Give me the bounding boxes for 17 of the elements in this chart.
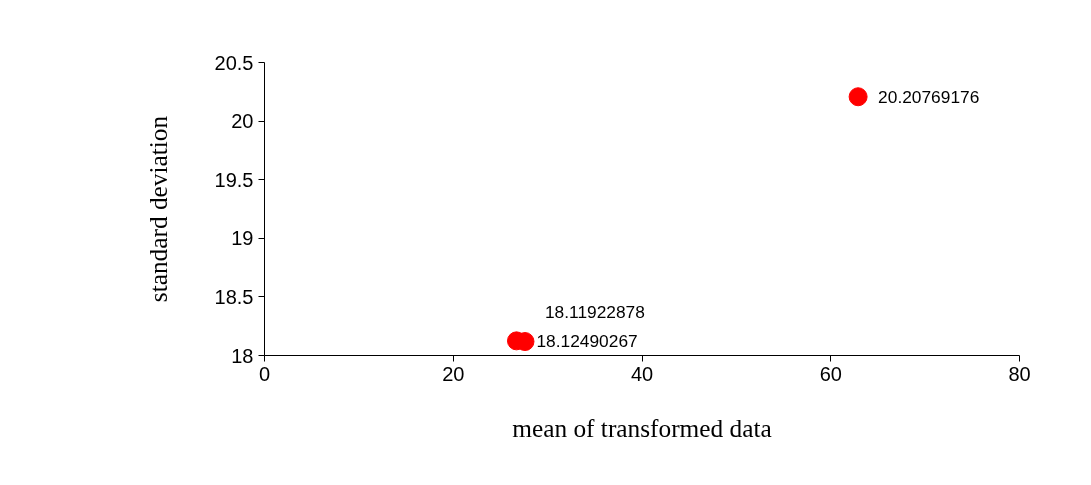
y-tick-label: 19 [231,227,254,250]
x-tick-label: 80 [1008,362,1031,385]
y-axis-title: standard deviation [143,115,172,303]
x-tick-label: 20 [442,362,465,385]
x-tick-label: 40 [630,362,654,385]
x-axis-title: mean of transformed data [512,413,772,442]
x-tick-label: 0 [258,362,271,385]
y-tick-label: 20.5 [214,51,254,74]
data-label: 18.11922878 [544,301,645,322]
data-label: 20.20769176 [878,86,980,107]
y-tick-label: 18 [231,344,254,367]
y-tick-label: 20 [231,110,254,133]
point [848,87,868,107]
y-tick-label: 18.5 [214,285,254,308]
x-tick-label: 60 [819,362,842,385]
y-tick-label: 19.5 [214,168,254,191]
data-label: 18.12490267 [536,330,638,351]
